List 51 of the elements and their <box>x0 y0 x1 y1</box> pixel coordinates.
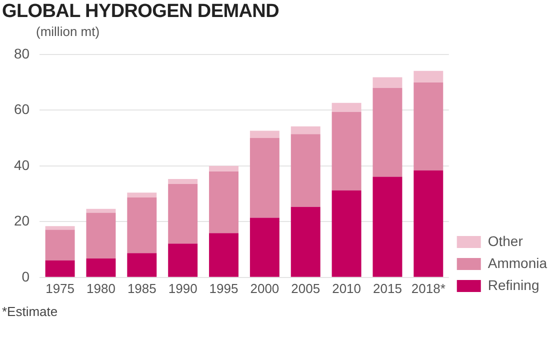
bar <box>414 82 444 170</box>
x-tick-label: 2015 <box>373 280 402 296</box>
chart-title: GLOBAL HYDROGEN DEMAND <box>2 1 279 23</box>
x-tick-label: 1995 <box>209 280 238 296</box>
bar <box>127 197 157 254</box>
bar <box>414 70 444 83</box>
bar <box>372 88 402 177</box>
legend-label: Other <box>488 232 524 249</box>
x-tick-label: 2018* <box>411 280 446 296</box>
bar <box>45 260 75 277</box>
legend-label: Refining <box>488 276 540 293</box>
bar <box>209 233 238 277</box>
bar <box>372 77 402 88</box>
x-tick-label: 2010 <box>332 280 362 296</box>
y-tick-label: 0 <box>22 268 30 284</box>
bar <box>250 130 280 138</box>
bar <box>414 170 444 277</box>
x-tick-label: 1990 <box>168 280 198 296</box>
bar <box>290 134 320 207</box>
x-tick-label: 2005 <box>291 280 320 296</box>
bar <box>250 138 280 218</box>
bar <box>332 190 362 277</box>
x-tick-label: 1980 <box>86 280 116 296</box>
x-tick-label: 1985 <box>127 280 156 296</box>
bar <box>209 166 238 172</box>
y-axis-title: (million mt) <box>36 24 100 39</box>
text: *Estimate <box>2 303 58 320</box>
legend-label: Ammonia <box>488 254 548 271</box>
bar <box>332 102 362 112</box>
y-tick-label: 20 <box>14 212 30 229</box>
bar <box>168 244 198 277</box>
bar <box>250 218 280 277</box>
bar <box>86 258 116 277</box>
bar <box>45 226 75 230</box>
bar <box>86 212 116 258</box>
bar <box>332 112 362 190</box>
bar <box>209 171 238 234</box>
x-tick-label: 2000 <box>250 280 280 296</box>
bar <box>127 253 157 277</box>
bar <box>372 176 402 277</box>
bar <box>290 206 320 277</box>
bar <box>168 184 198 244</box>
bar <box>127 192 157 198</box>
x-tick-label: 1975 <box>46 280 74 296</box>
bar <box>45 230 75 260</box>
bar <box>86 208 116 213</box>
bar <box>290 126 320 134</box>
y-tick-label: 40 <box>14 156 30 173</box>
bar <box>168 179 198 184</box>
y-tick-label: 80 <box>14 45 30 62</box>
y-tick-label: 60 <box>14 101 30 118</box>
